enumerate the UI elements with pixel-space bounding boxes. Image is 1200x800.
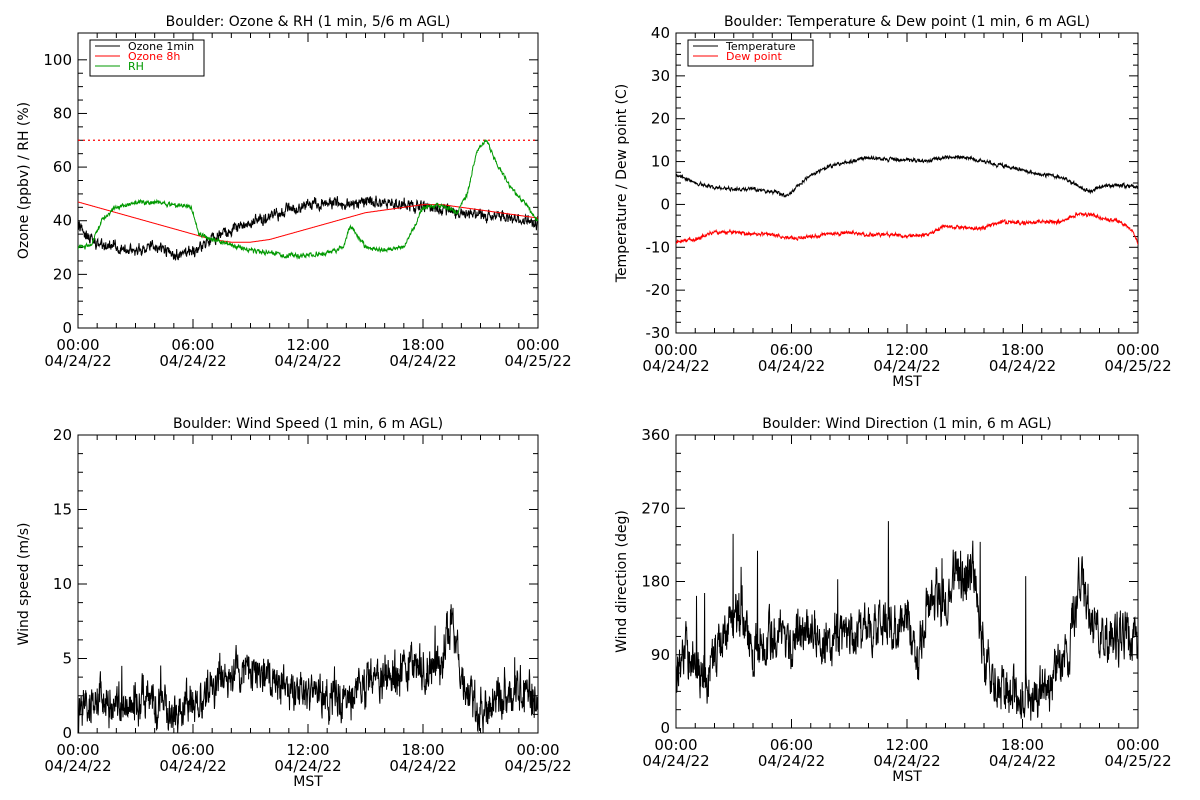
wind-dir-xtick-date: 04/24/22 (642, 752, 709, 770)
wind-speed-xtick-date: 04/24/22 (44, 757, 111, 775)
wind-speed-ytick-label: 5 (62, 650, 72, 668)
wind-speed-xtick-time: 00:00 (56, 741, 99, 759)
temp-dew-line-dew-point (676, 211, 1138, 246)
wind-speed-xtick-date: 04/24/22 (159, 757, 226, 775)
ozone-rh-panel: Boulder: Ozone & RH (1 min, 5/6 m AGL) 0 2… (16, 14, 572, 370)
temp-dew-xtick-time: 00:00 (654, 341, 697, 359)
ozone-rh-xtick-date: 04/24/22 (159, 352, 226, 370)
temp-dew-ytick-label: 0 (660, 195, 670, 213)
wind-speed-xtick-time: 12:00 (286, 741, 329, 759)
wind-dir-ytick-label: 180 (641, 573, 670, 591)
wind-dir-xtick-date: 04/24/22 (758, 752, 825, 770)
ozone-rh-legend-label: Ozone 8h (128, 50, 180, 63)
temperature-dewpoint-panel: Boulder: Temperature & Dew point (1 min,… (614, 14, 1172, 390)
ozone-rh-xtick-date: 04/24/22 (44, 352, 111, 370)
temp-dew-ytick-label: 20 (651, 110, 670, 128)
ozone-rh-ytick-label: 0 (62, 319, 72, 337)
temp-dew-ylabel: Temperature / Dew point (C) (614, 84, 630, 283)
temp-dew-xtick-date: 04/25/22 (1104, 357, 1171, 375)
wind-dir-xlabel: MST (892, 769, 922, 785)
wind-dir-xtick-time: 00:00 (1116, 736, 1159, 754)
temp-dew-legend-label: Temperature (725, 40, 796, 53)
wind-dir-xtick-date: 04/24/22 (873, 752, 940, 770)
ozone-rh-line-ozone-1min (78, 195, 538, 261)
ozone-rh-xtick-date: 04/24/22 (389, 352, 456, 370)
wind-dir-xtick-date: 04/25/22 (1104, 752, 1171, 770)
wind-dir-title: Boulder: Wind Direction (1 min, 6 m AGL) (762, 416, 1051, 432)
wind-dir-ylabel: Wind direction (deg) (614, 510, 630, 653)
wind-dir-ytick-label: 90 (651, 646, 670, 664)
temp-dew-line-temperature (676, 154, 1138, 198)
temp-dew-xlabel: MST (892, 374, 922, 390)
temp-dew-legend-label: Dew point (726, 50, 782, 63)
ozone-rh-ytick-label: 80 (53, 104, 72, 122)
temp-dew-plot-frame (675, 32, 1139, 334)
temp-dew-xtick-time: 18:00 (1001, 341, 1044, 359)
temp-dew-xtick-time: 12:00 (885, 341, 928, 359)
ozone-rh-line-rh (78, 138, 538, 260)
ozone-rh-ytick-label: 60 (53, 158, 72, 176)
ozone-rh-xtick-time: 00:00 (56, 336, 99, 354)
wind-dir-xtick-date: 04/24/22 (989, 752, 1056, 770)
wind-speed-xlabel: MST (293, 774, 323, 790)
temp-dew-title: Boulder: Temperature & Dew point (1 min,… (724, 14, 1090, 30)
wind-speed-ytick-label: 0 (62, 724, 72, 742)
temp-dew-xtick-date: 04/24/22 (642, 357, 709, 375)
wind-speed-ytick-label: 15 (53, 501, 72, 519)
wind-speed-xtick-date: 04/25/22 (504, 757, 571, 775)
ozone-rh-xtick-time: 12:00 (286, 336, 329, 354)
wind-dir-ytick-label: 0 (660, 719, 670, 737)
wind-speed-panel: Boulder: Wind Speed (1 min, 6 m AGL) 0 5 10… (16, 416, 572, 790)
wind-speed-xtick-time: 00:00 (516, 741, 559, 759)
ozone-rh-xtick-date: 04/24/22 (274, 352, 341, 370)
ozone-rh-plot-frame (77, 32, 539, 329)
wind-speed-xtick-date: 04/24/22 (389, 757, 456, 775)
temp-dew-xtick-time: 00:00 (1116, 341, 1159, 359)
ozone-rh-xtick-time: 00:00 (516, 336, 559, 354)
temp-dew-xtick-date: 04/24/22 (758, 357, 825, 375)
wind-speed-title: Boulder: Wind Speed (1 min, 6 m AGL) (173, 416, 443, 432)
temp-dew-legend (687, 39, 814, 67)
ozone-rh-xtick-time: 18:00 (401, 336, 444, 354)
ozone-rh-title: Boulder: Ozone & RH (1 min, 5/6 m AGL) (166, 14, 451, 30)
temp-dew-ytick-label: -10 (646, 238, 671, 256)
ozone-rh-line-ozone-8h (78, 201, 538, 243)
temp-dew-xtick-time: 06:00 (770, 341, 813, 359)
wind-dir-xtick-time: 12:00 (885, 736, 928, 754)
temp-dew-ytick-label: 40 (651, 24, 670, 42)
wind-speed-line-series (78, 604, 538, 733)
temp-dew-ytick-label: -20 (646, 281, 671, 299)
temp-dew-ytick-label: -30 (646, 324, 671, 342)
wind-speed-ylabel: Wind speed (m/s) (16, 523, 32, 646)
ozone-rh-ylabel: Ozone (ppbv) / RH (%) (16, 102, 32, 259)
ozone-rh-legend-label: Ozone 1min (128, 40, 194, 53)
temp-dew-xtick-date: 04/24/22 (989, 357, 1056, 375)
ozone-rh-ytick-label: 100 (43, 51, 72, 69)
wind-speed-xtick-date: 04/24/22 (274, 757, 341, 775)
wind-dir-plot-frame (675, 434, 1139, 729)
temp-dew-xtick-date: 04/24/22 (873, 357, 940, 375)
ozone-rh-xtick-date: 04/25/22 (504, 352, 571, 370)
ozone-rh-legend-label: RH (128, 60, 144, 73)
wind-dir-line-series (676, 521, 1138, 721)
wind-dir-xtick-time: 06:00 (770, 736, 813, 754)
wind-speed-ytick-label: 20 (53, 426, 72, 444)
ozone-rh-ytick-label: 20 (53, 265, 72, 283)
ozone-rh-xtick-time: 06:00 (171, 336, 214, 354)
wind-direction-panel: Boulder: Wind Direction (1 min, 6 m AGL)… (614, 416, 1172, 785)
wind-dir-xtick-time: 18:00 (1001, 736, 1044, 754)
wind-speed-xtick-time: 06:00 (171, 741, 214, 759)
wind-speed-ytick-label: 10 (53, 575, 72, 593)
wind-dir-xtick-time: 00:00 (654, 736, 697, 754)
wind-dir-ytick-label: 270 (641, 499, 670, 517)
wind-speed-xtick-time: 18:00 (401, 741, 444, 759)
ozone-rh-ytick-label: 40 (53, 212, 72, 230)
wind-dir-ytick-label: 360 (641, 426, 670, 444)
temp-dew-ytick-label: 30 (651, 67, 670, 85)
temp-dew-ytick-label: 10 (651, 153, 670, 171)
